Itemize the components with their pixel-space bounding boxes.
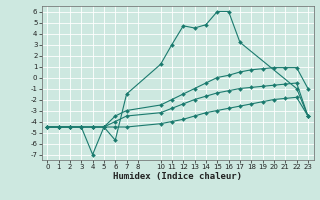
X-axis label: Humidex (Indice chaleur): Humidex (Indice chaleur) <box>113 172 242 181</box>
